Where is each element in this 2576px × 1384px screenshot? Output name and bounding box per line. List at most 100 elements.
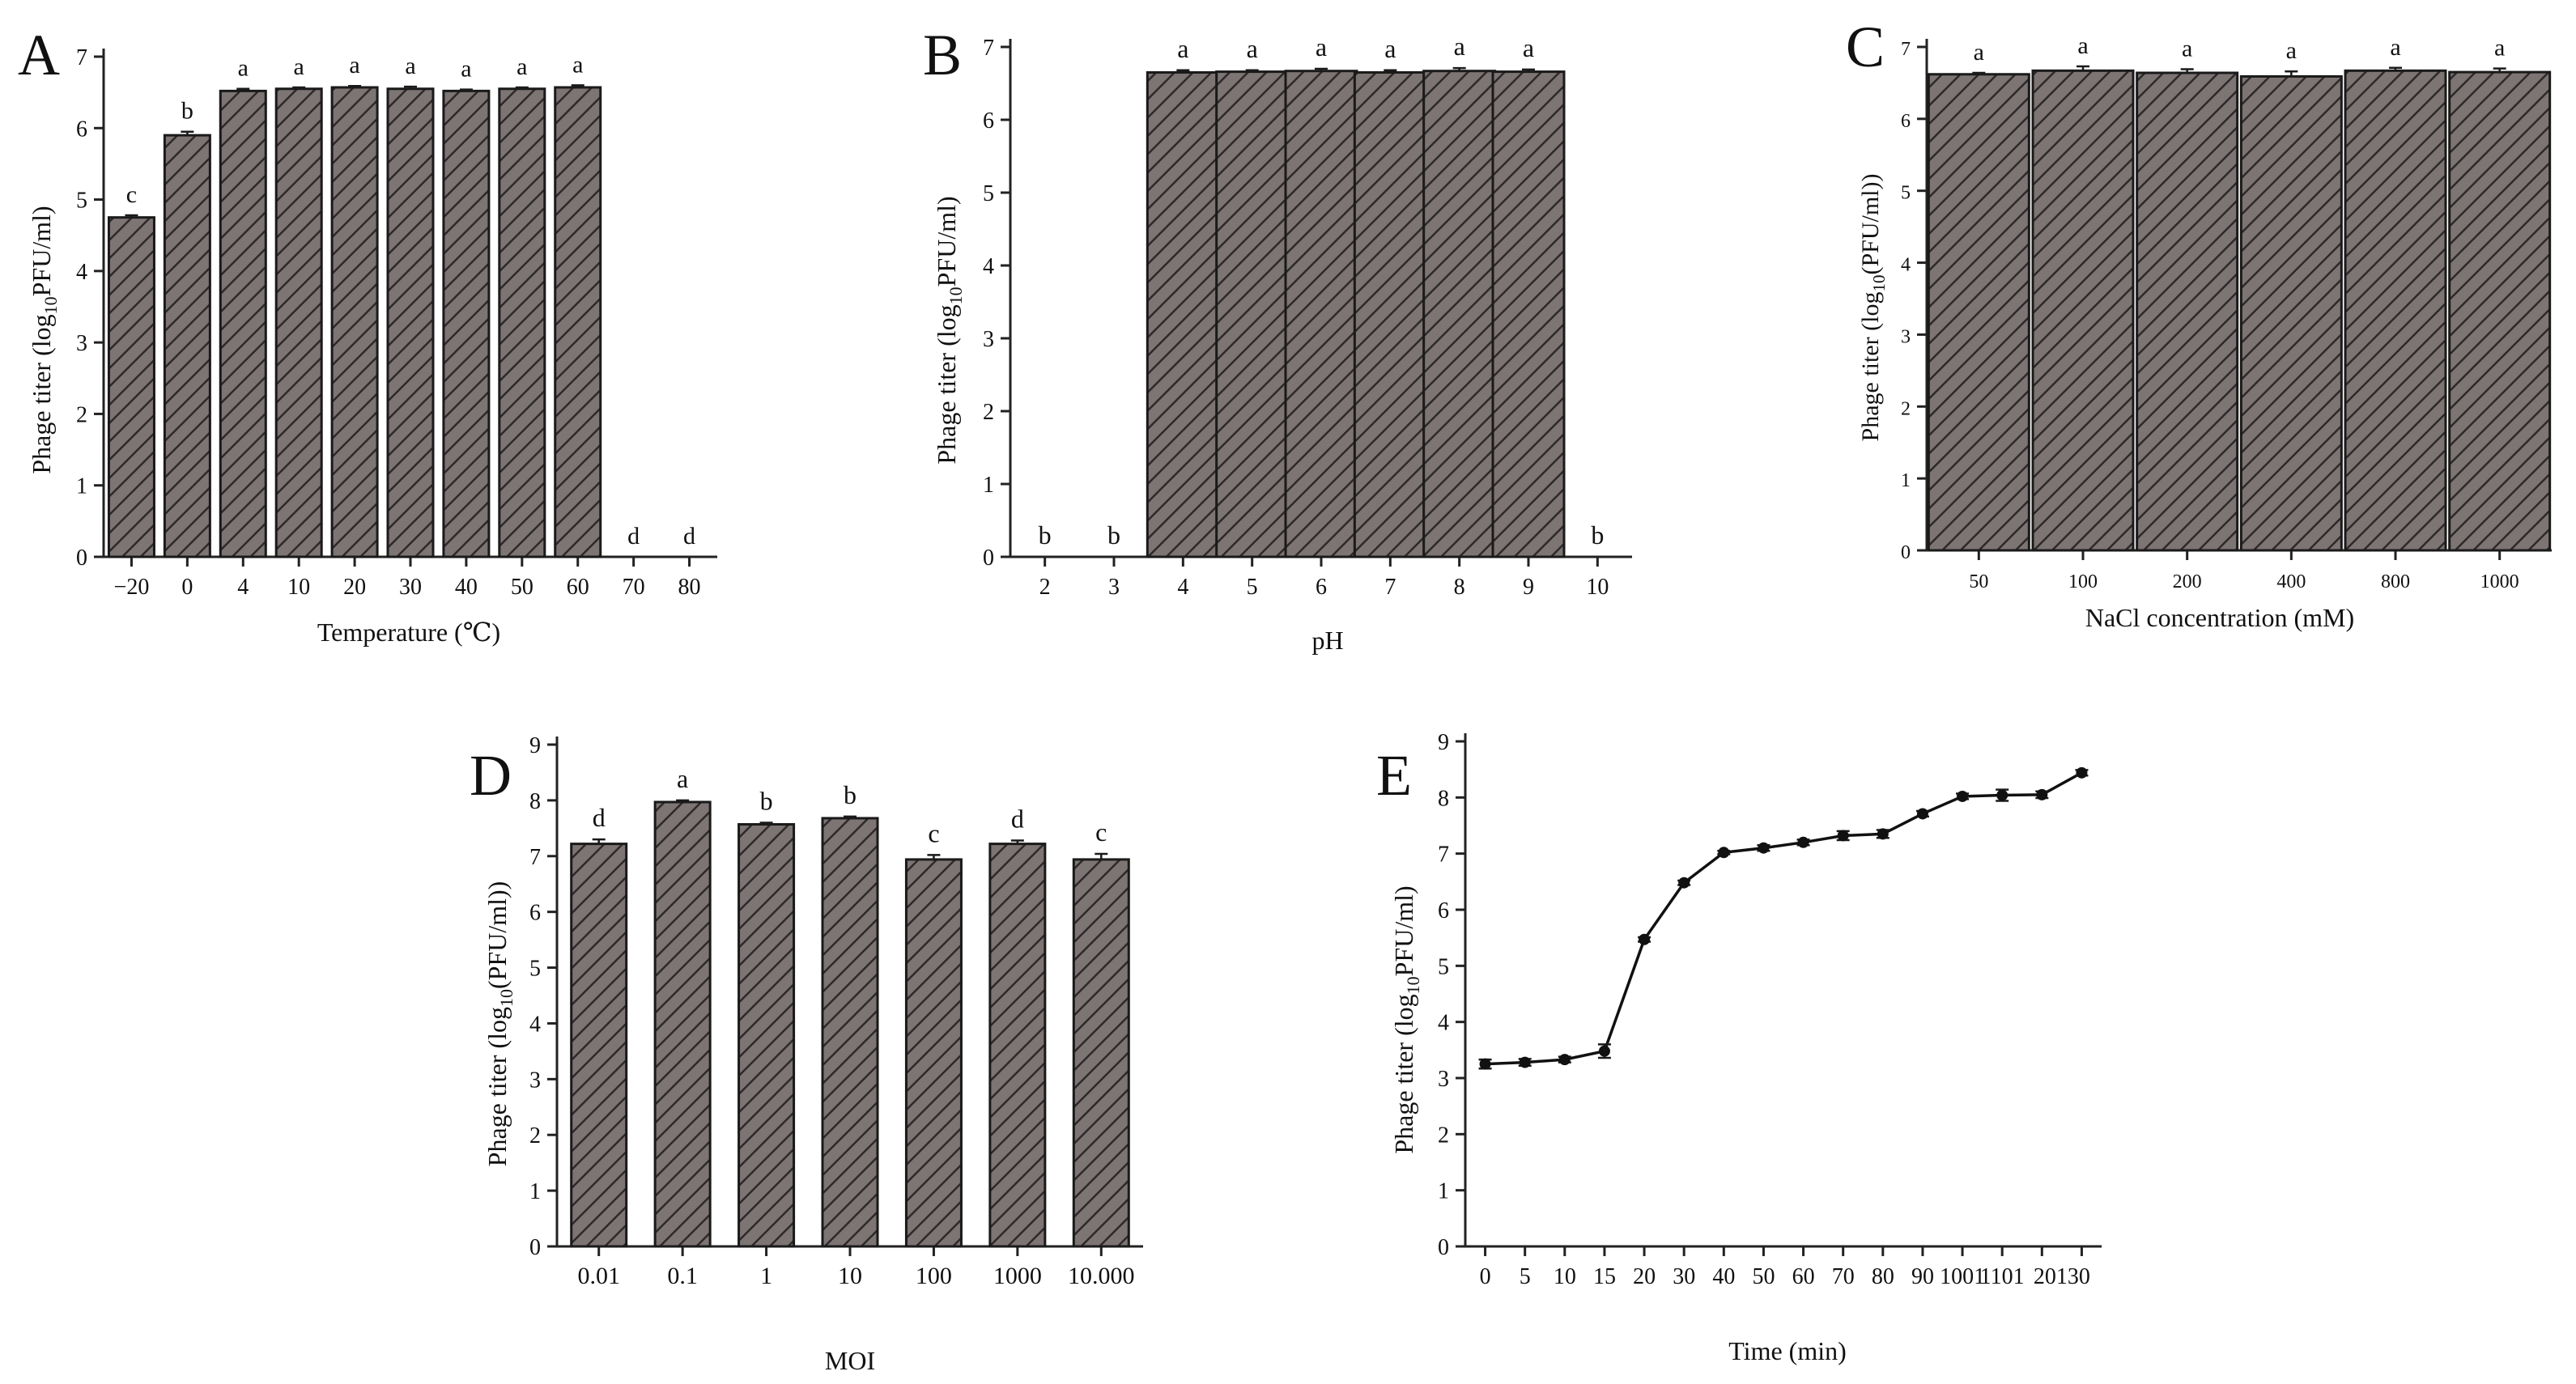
- bar: [219, 89, 267, 558]
- bar: [2031, 69, 2135, 552]
- y-tick-label: 8: [529, 789, 541, 814]
- y-tick-label: 7: [983, 36, 994, 61]
- significance-letter: d: [593, 803, 606, 832]
- x-tick-label: 60: [567, 575, 589, 600]
- x-tick-label: 5: [1247, 575, 1258, 600]
- y-tick-label: 3: [1901, 326, 1911, 347]
- x-tick-label: 5: [1520, 1264, 1531, 1289]
- significance-letter: a: [349, 52, 359, 79]
- significance-letter: a: [2077, 32, 2088, 59]
- bar: [386, 87, 435, 558]
- panel-d: D Phage titer (log10(PFU/ml)) MOI 0 1 2 3 4 5…: [470, 733, 1143, 1375]
- x-tick-label: 400: [2276, 571, 2306, 592]
- x-tick-label: 0: [1480, 1264, 1491, 1289]
- bar: [498, 87, 546, 558]
- data-point: [1639, 933, 1651, 945]
- y-tick-label: 6: [76, 117, 87, 142]
- significance-letter: b: [844, 780, 857, 809]
- bar: [2239, 74, 2343, 552]
- x-tick-label: −20: [114, 575, 150, 600]
- x-tick-label: 20130: [2034, 1264, 2090, 1289]
- x-tick-label: 50: [1969, 571, 1988, 592]
- panel-b: B Phage titer (log10PFU/ml) pH 0 1 2 3 4 5 6 7 2…: [923, 23, 1632, 655]
- significance-letter: d: [1011, 804, 1024, 833]
- significance-letter: a: [572, 51, 583, 78]
- panel-d-y-axis-label: Phage titer (log10(PFU/ml)): [482, 881, 516, 1167]
- bar: [107, 216, 155, 558]
- significance-letter: a: [677, 764, 688, 793]
- significance-letter: a: [1384, 34, 1396, 63]
- bar: [1491, 70, 1566, 558]
- significance-letter: c: [1095, 817, 1107, 847]
- y-tick-label: 2: [1438, 1123, 1449, 1148]
- data-point: [1519, 1056, 1531, 1068]
- y-tick-label: 5: [1901, 183, 1911, 204]
- bar: [554, 86, 602, 558]
- x-tick-label: 800: [2381, 571, 2410, 592]
- data-point: [1957, 790, 1969, 802]
- x-tick-label: 50: [1752, 1264, 1775, 1289]
- x-tick-label: 10.000: [1068, 1263, 1135, 1289]
- x-tick-label: 15: [1593, 1264, 1616, 1289]
- y-tick-label: 3: [1438, 1067, 1449, 1092]
- significance-letter: b: [1107, 520, 1120, 550]
- y-tick-label: 6: [1901, 111, 1911, 132]
- y-tick-label: 2: [76, 402, 87, 427]
- bar: [988, 843, 1047, 1248]
- y-tick-label: 2: [983, 400, 994, 425]
- panel-d-x-axis-label: MOI: [825, 1346, 875, 1375]
- y-tick-label: 4: [76, 260, 87, 285]
- panel-c: C Phage titer (log10(PFU/ml)) NaCl conce…: [1846, 15, 2552, 632]
- y-tick-label: 5: [1438, 954, 1449, 979]
- significance-letter: b: [760, 786, 773, 815]
- x-tick-label: 40: [455, 575, 478, 600]
- y-tick-label: 7: [1438, 843, 1449, 868]
- x-tick-label: 90: [1911, 1264, 1934, 1289]
- y-tick-label: 9: [529, 733, 541, 758]
- y-tick-label: 4: [1901, 255, 1911, 276]
- significance-letter: a: [2494, 35, 2505, 62]
- data-point: [2076, 766, 2088, 779]
- y-tick-label: 0: [76, 546, 87, 571]
- x-tick-label: 2: [1039, 575, 1051, 600]
- x-tick-label: 4: [237, 575, 249, 600]
- x-tick-label: 80: [678, 575, 701, 600]
- x-tick-label: 9: [1523, 575, 1534, 600]
- bar: [163, 134, 211, 558]
- y-tick-label: 5: [76, 189, 87, 214]
- y-tick-label: 6: [529, 901, 541, 926]
- y-tick-label: 0: [529, 1235, 541, 1260]
- y-tick-label: 5: [983, 181, 994, 206]
- data-point: [1558, 1054, 1571, 1066]
- data-point: [1598, 1045, 1610, 1057]
- panel-c-x-axis-label: NaCl concentration (mM): [2085, 603, 2354, 632]
- bar: [1215, 70, 1290, 558]
- x-tick-label: 200: [2173, 571, 2202, 592]
- x-tick-label: 4: [1177, 575, 1188, 600]
- y-tick-label: 2: [529, 1123, 541, 1148]
- x-tick-label: 70: [1832, 1264, 1855, 1289]
- y-tick-label: 4: [1438, 1011, 1449, 1036]
- y-tick-label: 1: [983, 473, 994, 498]
- y-tick-label: 0: [1438, 1235, 1449, 1260]
- y-tick-label: 0: [1901, 542, 1911, 563]
- x-tick-label: 1000: [993, 1263, 1042, 1289]
- data-point: [1916, 808, 1928, 820]
- bar: [2448, 70, 2552, 552]
- bar: [1353, 71, 1427, 558]
- x-tick-label: 70: [623, 575, 645, 600]
- y-tick-label: 4: [983, 254, 994, 279]
- bar: [1927, 73, 2030, 552]
- significance-letter: a: [2286, 37, 2297, 64]
- x-tick-label: 50: [511, 575, 533, 600]
- data-point: [1996, 789, 2009, 801]
- x-tick-label: 7: [1384, 575, 1396, 600]
- y-tick-label: 7: [529, 845, 541, 870]
- significance-letter: d: [627, 523, 640, 550]
- x-tick-label: 1000: [2480, 571, 2519, 592]
- data-point: [1479, 1058, 1491, 1070]
- y-tick-label: 4: [529, 1012, 541, 1037]
- x-tick-label: 1101: [1980, 1264, 2025, 1289]
- y-tick-label: 9: [1438, 730, 1449, 755]
